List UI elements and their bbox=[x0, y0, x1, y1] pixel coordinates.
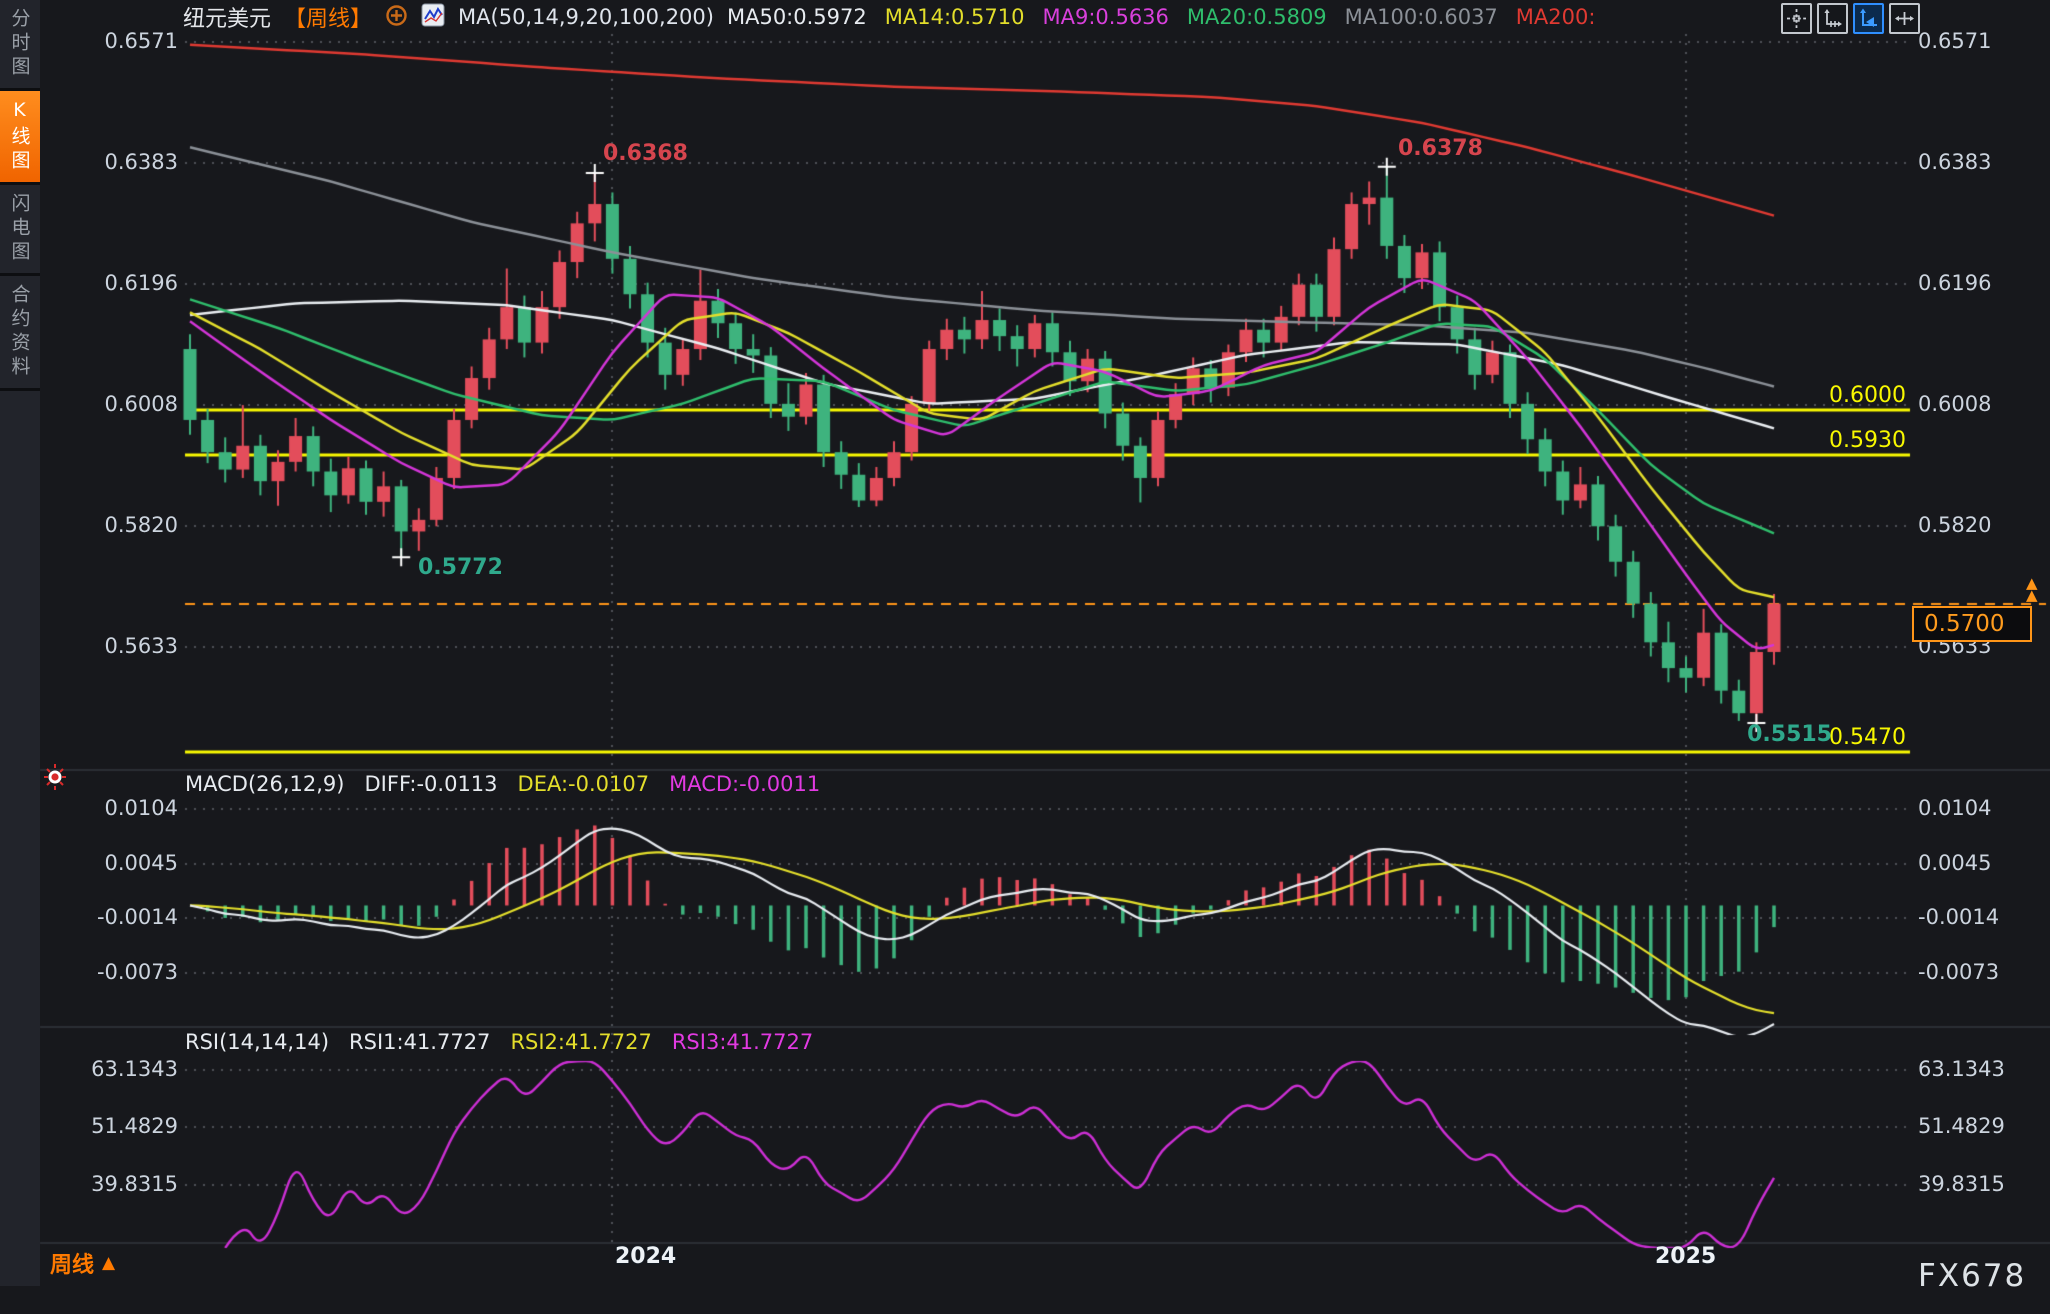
macd-readout-0: DIFF:-0.0113 bbox=[364, 772, 498, 796]
price-up-arrow-icon: ▲ bbox=[2026, 586, 2038, 604]
left-sidebar: 分时图 K线图闪电图合约资料 bbox=[0, 0, 40, 1286]
sidebar-item-0[interactable]: 分时图 bbox=[0, 0, 40, 91]
axis-label-right: 0.6571 bbox=[1918, 29, 1992, 53]
axis-label-left: 0.6383 bbox=[104, 150, 178, 174]
ma-readout-4: MA100:0.6037 bbox=[1344, 5, 1498, 29]
level-label-0.5470: 0.5470 bbox=[1829, 725, 1906, 750]
axis-label-right: 0.0104 bbox=[1918, 796, 1992, 820]
sidebar-item-label: 分时图 bbox=[8, 8, 31, 80]
axis-label-right: -0.0014 bbox=[1918, 905, 2000, 929]
chart-toolbar bbox=[1781, 3, 1920, 34]
current-price-badge[interactable]: 0.5700 bbox=[1912, 606, 2032, 642]
axis-label-right: 63.1343 bbox=[1918, 1057, 2005, 1081]
plus-circle-icon[interactable] bbox=[385, 4, 408, 31]
axis-label-left: 39.8315 bbox=[91, 1172, 178, 1196]
axis-label-right: 0.5820 bbox=[1918, 513, 1992, 537]
axis-label-left: -0.0073 bbox=[96, 960, 178, 984]
macd-name: MACD(26,12,9) bbox=[185, 772, 345, 796]
chart-header: 纽元美元 【周线】 MA(50,14,9,20,100,200) MA50:0.… bbox=[183, 2, 1595, 32]
rsi-readout-1: RSI2:41.7727 bbox=[510, 1030, 652, 1054]
sidebar-item-label: 合约资料 bbox=[8, 284, 31, 380]
move-crosshair-icon[interactable] bbox=[1781, 3, 1812, 34]
axis-horizontal-icon[interactable] bbox=[1889, 3, 1920, 34]
axis-label-left: 0.6196 bbox=[104, 271, 178, 295]
axis-label-left: 0.6571 bbox=[104, 29, 178, 53]
ma-readout-3: MA20:0.5809 bbox=[1186, 5, 1327, 29]
annotation-0.5772: 0.5772 bbox=[418, 555, 503, 580]
level-label-0.6000: 0.6000 bbox=[1829, 383, 1906, 408]
axis-label-right: -0.0073 bbox=[1918, 960, 2000, 984]
axis-label-left: 0.5633 bbox=[104, 634, 178, 658]
year-label-2025: 2025 bbox=[1655, 1244, 1717, 1269]
axis-label-left: 51.4829 bbox=[91, 1114, 178, 1138]
axis-label-left: 0.6008 bbox=[104, 392, 178, 416]
axis-label-right: 39.8315 bbox=[1918, 1172, 2005, 1196]
rsi-readout-2: RSI3:41.7727 bbox=[671, 1030, 814, 1054]
axis-label-left: 63.1343 bbox=[91, 1057, 178, 1081]
mini-chart-icon[interactable] bbox=[421, 3, 445, 31]
axis-label-right: 0.6008 bbox=[1918, 392, 1992, 416]
brand-watermark: FX678 bbox=[1918, 1258, 2027, 1294]
axis-label-left: 0.0104 bbox=[104, 796, 178, 820]
axis-label-right: 0.6196 bbox=[1918, 271, 1992, 295]
sidebar-item-2[interactable]: 闪电图 bbox=[0, 185, 40, 276]
level-label-0.5930: 0.5930 bbox=[1829, 428, 1906, 453]
macd-readout-2: MACD:-0.0011 bbox=[669, 772, 821, 796]
period-tag: 【周线】 bbox=[284, 7, 373, 32]
sidebar-item-3[interactable]: 合约资料 bbox=[0, 276, 40, 391]
macd-header: MACD(26,12,9) DIFF:-0.0113 DEA:-0.0107 MAC… bbox=[185, 772, 820, 796]
axis-label-right: 51.4829 bbox=[1918, 1114, 2005, 1138]
triangle-up-icon: ▲ bbox=[102, 1253, 116, 1273]
sidebar-item-label: K线图 bbox=[8, 99, 31, 174]
macd-readout-1: DEA:-0.0107 bbox=[517, 772, 650, 796]
alert-sun-icon[interactable] bbox=[42, 762, 68, 796]
axis-label-left: 0.5820 bbox=[104, 513, 178, 537]
axis-label-left: -0.0014 bbox=[96, 905, 178, 929]
axis-label-right: 0.0045 bbox=[1918, 851, 1992, 875]
annotation-0.6378: 0.6378 bbox=[1398, 136, 1483, 161]
ma-readout-5: MA200: bbox=[1515, 5, 1596, 29]
ma-values: MA50:0.5972 MA14:0.5710 MA9:0.5636 MA20:0.5… bbox=[727, 5, 1595, 29]
axis-label-right: 0.6383 bbox=[1918, 150, 1992, 174]
period-text: 周线 bbox=[50, 1253, 95, 1278]
symbol-title: 纽元美元 bbox=[183, 7, 272, 32]
ma-readout-0: MA50:0.5972 bbox=[726, 5, 867, 29]
price-up-arrow-icon: ▲ bbox=[2026, 574, 2038, 592]
sidebar-item-1[interactable]: K线图 bbox=[0, 91, 40, 185]
rsi-header: RSI(14,14,14) RSI1:41.7727 RSI2:41.7727 RS… bbox=[185, 1030, 813, 1054]
ma-readout-2: MA9:0.5636 bbox=[1042, 5, 1169, 29]
ma-group-label: MA(50,14,9,20,100,200) bbox=[458, 5, 714, 29]
axis-autofit-icon[interactable] bbox=[1853, 3, 1884, 34]
axis-label-left: 0.0045 bbox=[104, 851, 178, 875]
period-indicator[interactable]: 周线 ▲ bbox=[50, 1247, 115, 1279]
rsi-name: RSI(14,14,14) bbox=[185, 1030, 330, 1054]
year-label-2024: 2024 bbox=[615, 1244, 677, 1269]
rsi-readout-0: RSI1:41.7727 bbox=[349, 1030, 491, 1054]
annotation-0.5515: 0.5515 bbox=[1747, 722, 1832, 747]
annotation-0.6368: 0.6368 bbox=[603, 141, 688, 166]
axis-scale-icon[interactable] bbox=[1817, 3, 1848, 34]
ma-readout-1: MA14:0.5710 bbox=[884, 5, 1025, 29]
sidebar-item-label: 闪电图 bbox=[8, 193, 31, 265]
